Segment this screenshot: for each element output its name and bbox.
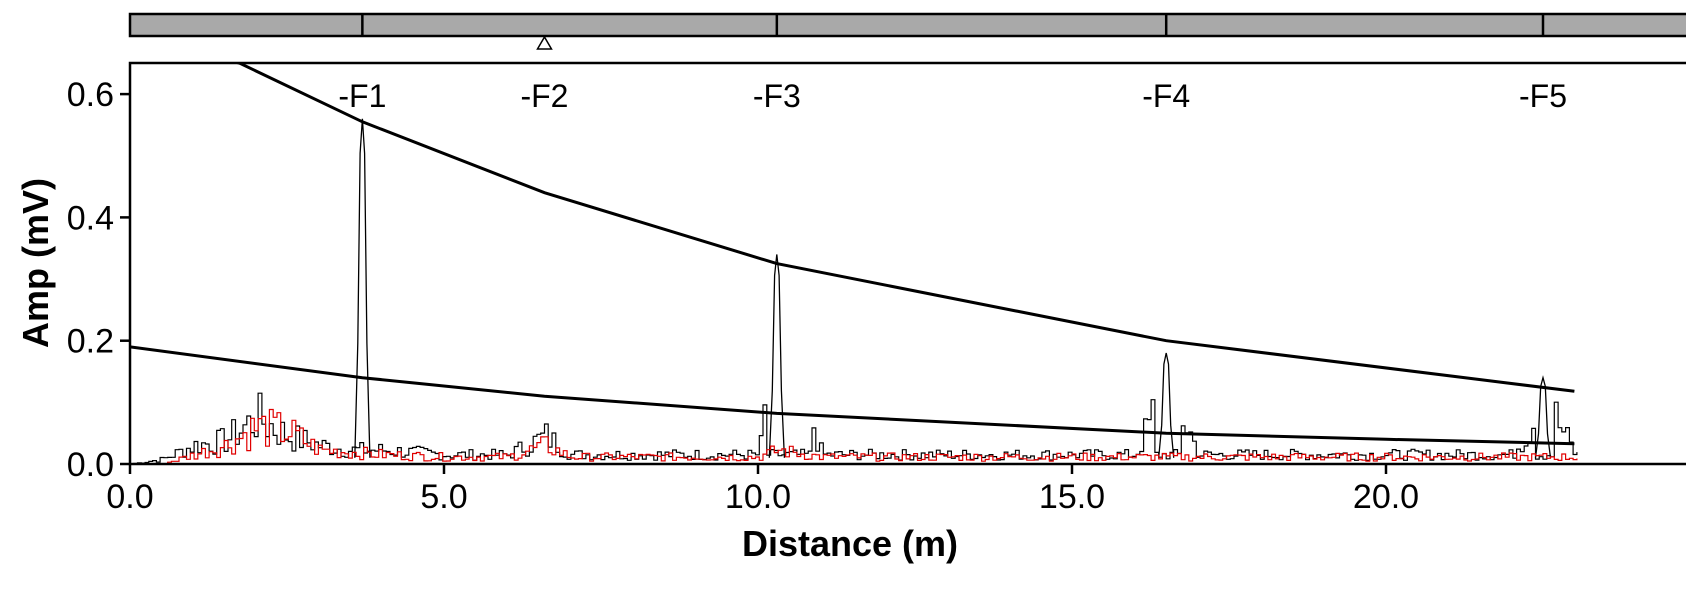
series-trace-4 (130, 408, 1578, 464)
y-tick-label-2: 0.2 (67, 323, 114, 361)
y-axis: 0.0 0.2 0.4 0.6 (67, 76, 130, 484)
fault-spike-3 (768, 254, 786, 458)
position-marker-icon (536, 35, 553, 50)
fault-label-4: -F4 (1142, 78, 1190, 114)
series-line-2 (130, 345, 1575, 446)
fault-spike-1 (354, 118, 371, 458)
y-tick-label-4: 0.6 (67, 76, 114, 114)
fault-labels: -F1 -F2 -F3 -F4 -F5 (338, 78, 1567, 114)
fault-label-5: -F5 (1519, 78, 1567, 114)
y-axis-title: Amp (mV) (15, 178, 56, 348)
fault-label-3: -F3 (753, 78, 801, 114)
x-tick-label-4: 15.0 (1039, 478, 1105, 516)
y-tick-label-1: 0.0 (67, 446, 114, 484)
segment-bar-body (128, 12, 1686, 38)
x-tick-label-5: 20.0 (1353, 478, 1419, 516)
x-tick-label-3: 10.0 (725, 478, 791, 516)
y-tick-label-3: 0.4 (67, 199, 114, 237)
segment-bar (128, 12, 1686, 50)
x-tick-label-2: 5.0 (420, 478, 467, 516)
x-tick-label-1: 0.0 (106, 478, 153, 516)
fault-label-2: -F2 (520, 78, 568, 114)
fault-spike-4 (1158, 352, 1175, 458)
plot-frame (128, 61, 1686, 466)
x-axis: 0.0 5.0 10.0 15.0 20.0 (106, 464, 1419, 516)
fault-spike-5 (1534, 375, 1552, 458)
x-axis-title: Distance (m) (742, 523, 958, 564)
fault-label-1: -F1 (338, 78, 386, 114)
